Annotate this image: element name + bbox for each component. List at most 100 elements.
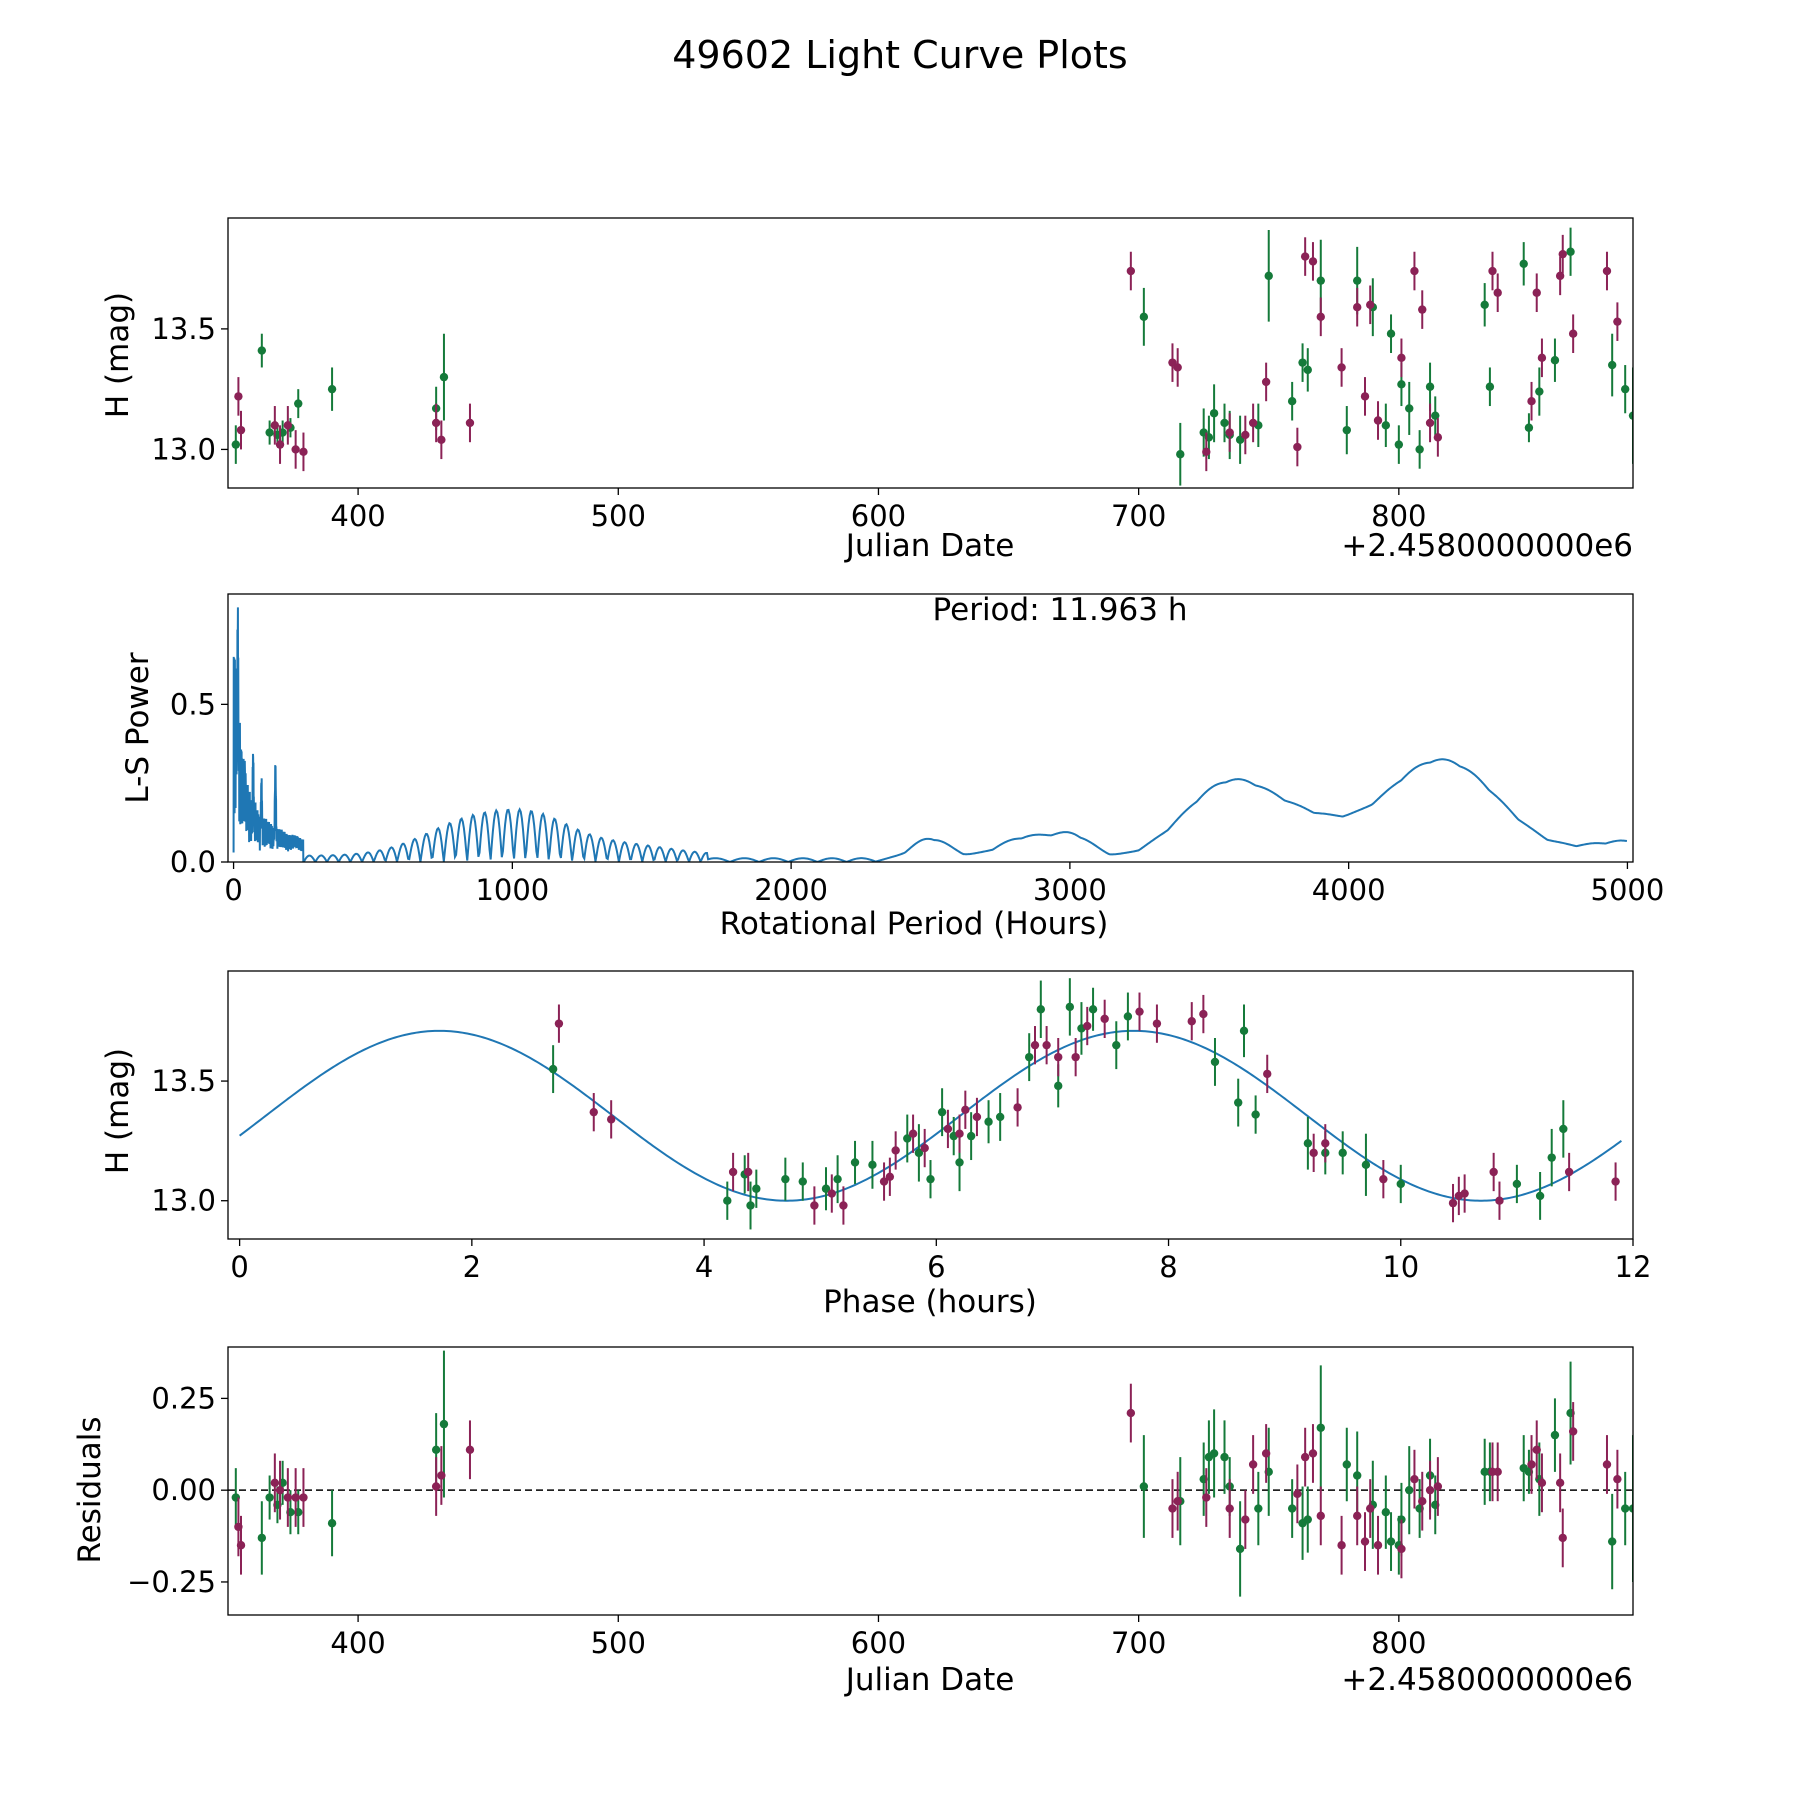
x-tick-label: 12 — [1615, 1250, 1652, 1284]
x-tick-label: 600 — [851, 1626, 906, 1660]
points-green — [548, 978, 1568, 1230]
residuals-x-ticks: 400 500 600 700 800 — [330, 1615, 1427, 1660]
data-point — [1418, 1496, 1427, 1506]
x-tick-label: 700 — [1111, 499, 1166, 533]
x-tick-label: 4000 — [1312, 873, 1386, 907]
residuals-xlabel: Julian Date — [844, 1662, 1015, 1698]
data-point — [943, 1124, 953, 1134]
data-point — [1410, 266, 1419, 276]
data-point — [606, 1115, 616, 1124]
data-point — [1338, 1148, 1347, 1158]
data-point — [1210, 1057, 1220, 1067]
data-point — [1448, 1198, 1458, 1208]
data-point — [1298, 358, 1307, 367]
data-point — [257, 1533, 267, 1543]
y-tick-label: 13.5 — [151, 312, 216, 346]
data-point — [984, 1117, 993, 1126]
data-point — [1537, 353, 1547, 363]
data-point — [1460, 1189, 1469, 1198]
data-point — [1199, 1009, 1208, 1019]
data-point — [1620, 384, 1630, 394]
data-point — [1139, 1482, 1149, 1491]
data-point — [1337, 363, 1346, 372]
x-tick-label: 4 — [695, 1250, 713, 1284]
data-point — [299, 1493, 308, 1502]
data-point — [1235, 1544, 1245, 1554]
data-point — [1611, 1177, 1620, 1186]
data-point — [1360, 392, 1370, 401]
y-tick-label: 0.25 — [151, 1381, 216, 1415]
data-point — [236, 425, 246, 435]
data-point — [1135, 1007, 1144, 1016]
data-point — [1176, 450, 1185, 459]
data-point — [1564, 1167, 1574, 1177]
data-point — [1410, 1474, 1419, 1484]
data-point — [1386, 1537, 1396, 1546]
data-point — [1264, 271, 1273, 281]
data-point — [1316, 1511, 1325, 1521]
data-point — [1209, 409, 1219, 418]
residuals-x-offset: +2.4580000000e6 — [1341, 1662, 1633, 1698]
data-point — [743, 1167, 753, 1177]
periodogram-y-ticks: 0.0 0.5 — [170, 687, 228, 879]
x-tick-label: 500 — [591, 499, 646, 533]
data-point — [1397, 1544, 1406, 1554]
data-point — [439, 1419, 449, 1429]
data-point — [1293, 442, 1302, 452]
data-point — [1342, 425, 1351, 435]
residuals-ylabel: Residuals — [72, 1416, 108, 1563]
data-point — [1555, 1478, 1565, 1488]
data-point — [1337, 1541, 1346, 1550]
residuals-plot-area — [227, 1346, 1634, 1616]
data-point — [1373, 416, 1383, 425]
data-point — [1415, 445, 1424, 454]
x-tick-label: 2 — [463, 1250, 481, 1284]
data-point — [1558, 1533, 1567, 1543]
data-point — [1263, 1069, 1272, 1079]
data-point — [1248, 418, 1258, 428]
data-point — [275, 440, 285, 449]
data-point — [1397, 353, 1406, 363]
data-point — [1316, 312, 1325, 322]
data-point — [1537, 1478, 1547, 1488]
data-point — [1202, 1493, 1211, 1502]
data-point — [1613, 1474, 1622, 1484]
data-point — [1550, 356, 1560, 365]
data-point — [891, 1146, 900, 1155]
data-point — [1088, 1005, 1098, 1014]
data-point — [1220, 418, 1229, 428]
data-point — [1309, 1148, 1318, 1158]
data-point — [1418, 305, 1427, 314]
data-point — [1373, 1541, 1383, 1550]
data-point — [291, 1493, 300, 1502]
data-point — [723, 1196, 732, 1205]
data-point — [1152, 1019, 1162, 1028]
x-tick-label: 700 — [1111, 1626, 1166, 1660]
data-point — [1628, 411, 1633, 420]
data-point — [1485, 382, 1495, 391]
data-point — [1394, 440, 1404, 449]
data-point — [1303, 365, 1312, 375]
data-point — [1316, 276, 1325, 285]
data-point — [1425, 418, 1435, 428]
data-point — [1535, 387, 1544, 396]
data-point — [1139, 312, 1149, 322]
data-point — [1628, 1504, 1633, 1513]
data-point — [1100, 1014, 1109, 1024]
data-point — [839, 1201, 848, 1210]
data-point — [1397, 380, 1406, 389]
lightcurve-y-ticks: 13.0 13.5 — [151, 312, 228, 466]
data-point — [554, 1019, 564, 1028]
data-point — [1308, 257, 1318, 266]
data-point — [1261, 1449, 1271, 1458]
residuals-y-ticks: −0.25 0.00 0.25 — [127, 1381, 228, 1599]
data-point — [1225, 428, 1234, 437]
data-point — [1353, 1471, 1362, 1480]
data-point — [1123, 1012, 1133, 1021]
data-point — [821, 1184, 831, 1193]
lightcurve-ylabel: H (mag) — [100, 292, 136, 418]
data-point — [1602, 266, 1612, 276]
data-point — [1248, 1460, 1258, 1469]
data-point — [781, 1174, 790, 1184]
